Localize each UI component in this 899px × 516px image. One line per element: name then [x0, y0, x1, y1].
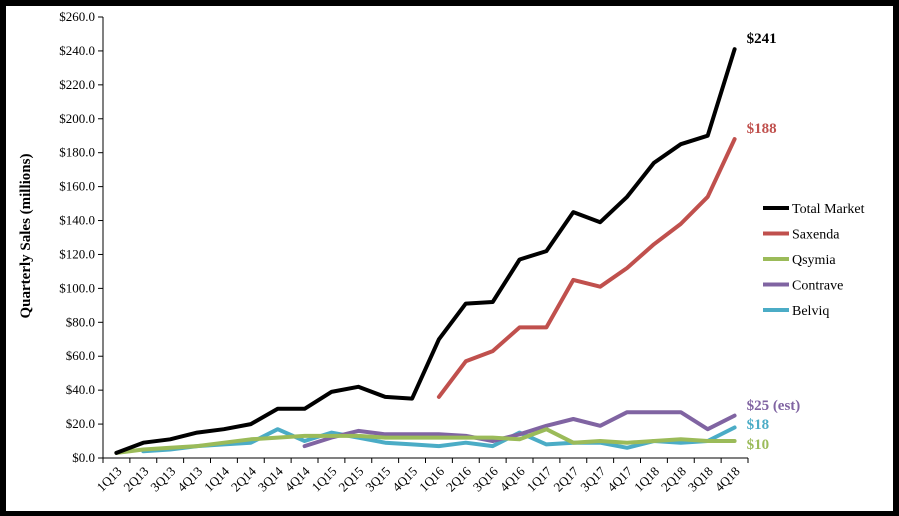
series-line-contrave	[302, 410, 737, 449]
y-tick-labels: $0.0 $20.0 $40.0 $60.0 $80.0 $100.0 $120.0 $140…	[59, 9, 95, 465]
y-tick-label: $160.0	[59, 179, 95, 194]
legend: Total Market Saxenda Qsymia Contrave Belviq	[763, 202, 865, 319]
end-label-qsymia: $10	[747, 437, 770, 453]
y-tick-label: $260.0	[59, 9, 95, 24]
y-tick-label: $220.0	[59, 77, 95, 92]
y-tick-label: $0.0	[72, 450, 95, 465]
end-label-total-market: $241	[747, 31, 777, 47]
end-label-contrave: $25 (est)	[747, 398, 801, 414]
legend-entry-belviq: Belviq	[792, 304, 829, 319]
y-tick-label: $60.0	[66, 348, 95, 363]
y-tick-label: $240.0	[59, 43, 95, 58]
y-tick-label: $40.0	[66, 382, 95, 397]
y-axis-label: Quarterly Sales (millions)	[18, 154, 34, 319]
legend-entry-saxenda: Saxenda	[792, 228, 840, 243]
axes	[98, 16, 749, 463]
y-tick-label: $80.0	[66, 314, 95, 329]
series-line-qsymia	[114, 427, 737, 455]
y-tick-label: $120.0	[59, 246, 95, 261]
end-label-belviq: $18	[747, 417, 770, 433]
series-line-saxenda	[436, 137, 737, 399]
end-label-saxenda: $188	[747, 121, 777, 137]
y-tick-label: $140.0	[59, 213, 95, 228]
chart-background	[6, 6, 893, 511]
legend-entry-contrave: Contrave	[792, 279, 843, 294]
series-lines	[114, 47, 737, 455]
end-labels: $241 $188 $10 $25 (est) $18	[747, 31, 801, 453]
series-line-belviq	[141, 425, 737, 454]
legend-entry-total-market: Total Market	[792, 202, 865, 217]
series-line-total-market	[114, 47, 737, 455]
y-tick-label: $200.0	[59, 111, 95, 126]
y-tick-label: $180.0	[59, 145, 95, 160]
legend-entry-qsymia: Qsymia	[792, 253, 836, 268]
y-tick-label: $100.0	[59, 280, 95, 295]
y-tick-label: $20.0	[66, 416, 95, 431]
